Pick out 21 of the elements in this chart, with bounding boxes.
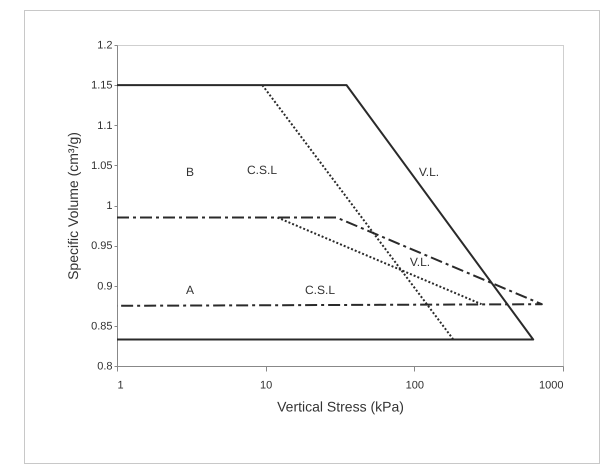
y-tick-label: 0.8 (97, 360, 112, 372)
y-tick-label: 0.95 (91, 240, 112, 252)
annotation: V.L. (418, 165, 440, 179)
annotation: A (186, 283, 194, 297)
annotation: C.S.L (246, 163, 278, 177)
y-tick-label: 1.15 (91, 80, 112, 92)
x-tick-label: 100 (406, 380, 424, 392)
x-tick-label: 10 (260, 380, 272, 392)
y-tick-label: 1.2 (97, 40, 112, 52)
y-axis-title: Specific Volume (cm³/g) (65, 132, 82, 280)
annotation: V.L. (410, 255, 430, 269)
x-tick-label: 1000 (539, 380, 564, 392)
y-tick-label: 1 (106, 200, 112, 212)
y-tick-label: 1.05 (91, 160, 112, 172)
x-axis-title: Vertical Stress (kPa) (277, 398, 404, 414)
y-tick-label: 0.9 (97, 280, 112, 292)
y-tick-label: 1.1 (97, 120, 112, 132)
y-tick-label: 0.85 (91, 320, 112, 332)
annotation: B (186, 165, 194, 179)
x-tick-label: 1 (118, 380, 124, 392)
annotation: C.S.L (304, 283, 336, 297)
